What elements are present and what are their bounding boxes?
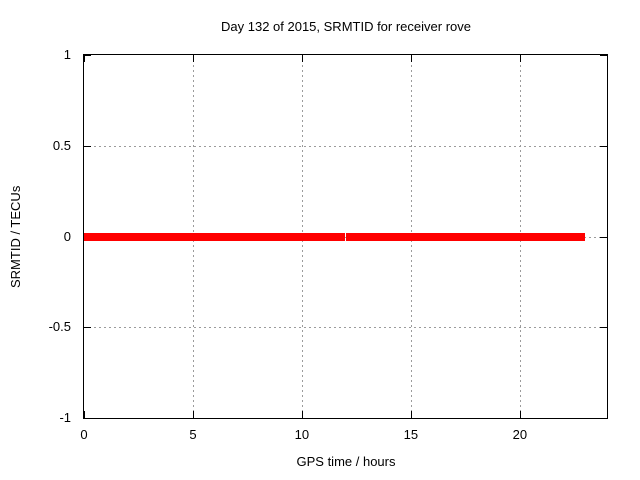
tick-mark <box>84 145 91 147</box>
data-line-segment <box>236 232 259 241</box>
x-tick-label: 15 <box>403 427 419 442</box>
tick-mark <box>192 55 194 62</box>
x-tick-label: 0 <box>80 427 88 442</box>
tick-mark <box>84 55 85 62</box>
data-line-segment <box>105 232 128 241</box>
y-tick-label: 0.5 <box>52 137 71 153</box>
tick-mark <box>84 411 85 418</box>
data-line-segment <box>454 232 477 241</box>
tick-mark <box>301 411 303 418</box>
data-line-segment <box>171 232 193 241</box>
y-gridline <box>84 327 607 329</box>
x-tick-label: 5 <box>189 427 197 442</box>
data-line-segment <box>149 232 172 241</box>
y-gridline <box>84 145 607 147</box>
data-line-segment <box>214 232 237 241</box>
tick-mark <box>84 327 91 329</box>
tick-mark <box>410 411 412 418</box>
data-line-segment <box>258 232 281 241</box>
tick-mark <box>600 327 607 329</box>
data-line-segment <box>389 232 411 241</box>
tick-mark <box>600 236 607 238</box>
tick-mark <box>600 145 607 147</box>
tick-mark <box>301 55 303 62</box>
data-line-segment <box>301 232 324 241</box>
tick-mark <box>519 55 521 62</box>
tick-mark <box>410 55 412 62</box>
y-tick-label: 0 <box>63 228 71 244</box>
y-tick-label: 1 <box>63 47 71 62</box>
y-tick-label: -0.5 <box>48 319 71 335</box>
x-tick-label: 20 <box>512 427 528 442</box>
data-line-segment <box>84 232 106 241</box>
data-line-segment <box>476 232 499 241</box>
data-line-segment <box>280 232 302 241</box>
tick-mark <box>519 411 521 418</box>
data-line-segment <box>563 232 586 241</box>
data-line-segment <box>410 232 433 241</box>
tick-mark <box>192 411 194 418</box>
tick-mark <box>600 55 607 56</box>
data-line-segment <box>127 232 150 241</box>
data-line-segment <box>498 232 520 241</box>
data-line-segment <box>345 232 368 241</box>
x-axis-label: GPS time / hours <box>296 454 396 469</box>
x-tick-label: 10 <box>294 427 310 442</box>
data-line-segment <box>519 232 542 241</box>
y-tick-label: -1 <box>59 410 71 425</box>
data-line-segment <box>323 232 346 241</box>
data-line-segment <box>367 232 390 241</box>
tick-mark <box>84 55 91 56</box>
data-line-segment <box>432 232 455 241</box>
data-line-segment <box>541 232 564 241</box>
chart-title: Day 132 of 2015, SRMTID for receiver rov… <box>221 19 471 34</box>
tick-mark <box>84 418 91 419</box>
tick-mark <box>600 418 607 419</box>
data-line-segment <box>192 232 215 241</box>
plot-area <box>83 54 608 419</box>
